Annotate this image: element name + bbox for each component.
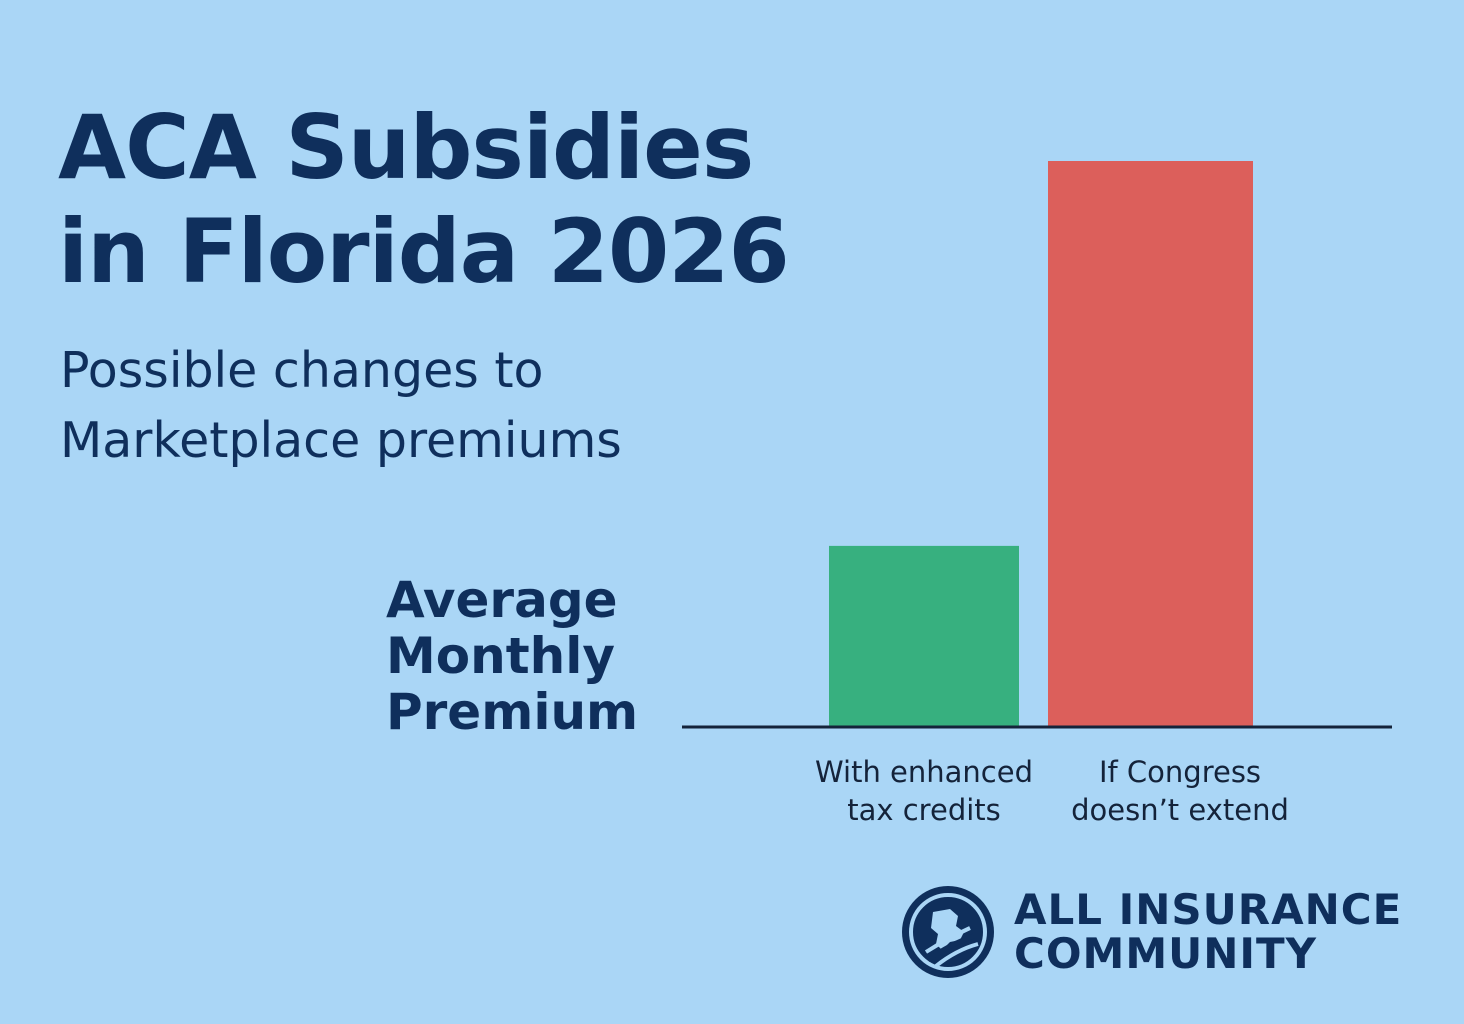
x-tick-label-2-line-2: doesn’t extend xyxy=(1071,793,1289,827)
y-axis-label: Average Monthly Premium xyxy=(386,572,686,740)
page-subtitle: Possible changes to Marketplace premiums xyxy=(60,336,780,476)
all-insurance-community-logo-icon xyxy=(902,886,994,978)
y-axis-label-line-3: Premium xyxy=(386,683,639,741)
bar-1 xyxy=(829,545,1019,727)
x-tick-label-1: With enhanced tax credits xyxy=(815,755,1033,827)
x-tick-label-1-line-2: tax credits xyxy=(847,793,1001,827)
x-tick-label-2-line-1: If Congress xyxy=(1099,755,1261,789)
x-tick-label-2: If Congress doesn’t extend xyxy=(1071,755,1289,827)
title-line-1: ACA Subsidies xyxy=(58,96,754,199)
subtitle-line-1: Possible changes to xyxy=(60,342,544,399)
brand-logo: ALL INSURANCE COMMUNITY xyxy=(898,882,1402,982)
brand-name: ALL INSURANCE COMMUNITY xyxy=(1014,888,1402,976)
subtitle-line-2: Marketplace premiums xyxy=(60,412,622,469)
y-axis-label-line-2: Monthly xyxy=(386,627,615,685)
title-line-2: in Florida 2026 xyxy=(58,200,790,303)
page-title: ACA Subsidies in Florida 2026 xyxy=(58,96,858,304)
x-tick-label-1-line-1: With enhanced xyxy=(815,755,1033,789)
brand-name-line-1: ALL INSURANCE xyxy=(1014,885,1403,934)
brand-name-line-2: COMMUNITY xyxy=(1014,929,1318,978)
y-axis-label-line-1: Average xyxy=(386,571,618,629)
bar-2 xyxy=(1048,161,1253,727)
